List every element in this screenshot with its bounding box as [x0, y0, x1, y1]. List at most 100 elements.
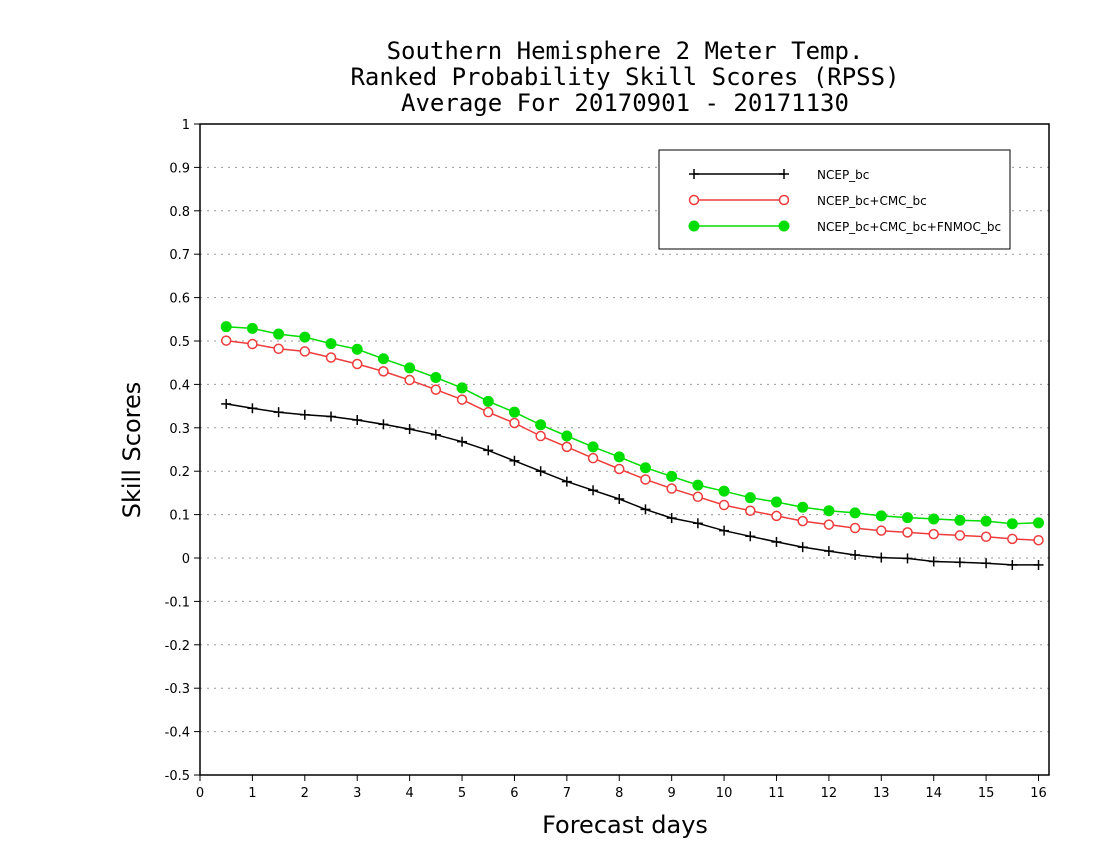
series-2: [220, 335, 1044, 546]
chart-title-line-3: Average For 20170901 - 20171130: [401, 89, 849, 117]
data-point: [640, 474, 651, 485]
data-point: [688, 194, 700, 206]
data-point: [1007, 559, 1018, 570]
data-point: [482, 406, 494, 418]
data-point: [666, 513, 677, 524]
series-line: [226, 339, 1039, 541]
x-tick-label: 9: [668, 786, 676, 801]
data-point: [1033, 559, 1044, 570]
data-point: [902, 512, 913, 524]
legend-label: NCEP_bc+CMC_bc: [817, 194, 927, 208]
y-tick-label: 0.8: [169, 205, 190, 220]
data-point: [771, 536, 782, 547]
legend-entry: NCEP_bc: [689, 168, 869, 182]
data-point: [980, 515, 992, 527]
data-point: [849, 522, 861, 534]
data-point: [273, 343, 284, 355]
x-tick-label: 7: [563, 786, 571, 801]
data-point: [823, 505, 835, 517]
y-tick-label: -0.3: [165, 682, 190, 697]
data-point: [325, 352, 337, 363]
data-point: [587, 441, 599, 453]
data-point: [351, 343, 363, 355]
legend-label: NCEP_bc+CMC_bc+FNMOC_bc: [817, 220, 1001, 234]
data-point: [718, 499, 730, 511]
x-tick-label: 13: [873, 786, 890, 801]
data-point: [1033, 517, 1045, 529]
data-point: [745, 531, 756, 542]
data-point: [482, 395, 494, 407]
data-point: [508, 406, 520, 418]
data-point: [928, 528, 939, 540]
y-tick-label: 0: [182, 552, 190, 567]
legend-entry: NCEP_bc+CMC_bc: [688, 194, 927, 208]
data-point: [325, 338, 337, 350]
data-point: [639, 462, 651, 474]
data-point: [797, 542, 808, 553]
data-point: [689, 169, 699, 179]
data-point: [849, 507, 861, 519]
data-point: [430, 371, 442, 383]
data-point: [954, 557, 965, 568]
data-point: [509, 455, 520, 466]
data-point: [778, 220, 790, 232]
chart-title-line-2: Ranked Probability Skill Scores (RPSS): [350, 63, 900, 91]
y-tick-label: 0.2: [169, 465, 190, 480]
data-point: [430, 429, 441, 440]
data-point: [614, 493, 625, 504]
series-layer: [220, 321, 1045, 570]
y-axis-label: Skill Scores: [118, 382, 146, 519]
data-point: [247, 338, 258, 350]
data-point: [221, 398, 232, 409]
data-point: [745, 505, 756, 516]
series-1: [221, 398, 1044, 570]
legend-entry: NCEP_bc+CMC_bc+FNMOC_bc: [688, 220, 1001, 234]
legend-label: NCEP_bc: [817, 168, 869, 182]
legend: NCEP_bc NCEP_bc+CMC_bc NCEP_bc+CMC_bc+FNMO…: [658, 149, 1011, 250]
data-point: [850, 549, 861, 560]
y-tick-label: 0.6: [169, 292, 190, 307]
data-point: [509, 417, 520, 429]
data-point: [666, 470, 678, 482]
data-point: [823, 546, 834, 557]
data-point: [299, 409, 310, 420]
data-point: [457, 436, 468, 447]
x-tick-label: 16: [1030, 786, 1047, 801]
y-tick-label: -0.1: [165, 595, 190, 610]
data-point: [220, 335, 232, 346]
data-point: [456, 394, 468, 405]
data-point: [771, 510, 782, 522]
data-point: [1007, 533, 1018, 545]
data-point: [666, 483, 677, 494]
data-point: [954, 514, 966, 526]
data-point: [640, 504, 651, 515]
y-tick-label: 0.7: [169, 248, 190, 263]
data-point: [247, 403, 258, 414]
x-tick-label: 2: [301, 786, 309, 801]
chart-title-line-1: Southern Hemisphere 2 Meter Temp.: [386, 37, 864, 65]
data-point: [875, 510, 887, 522]
data-point: [954, 530, 966, 541]
data-point: [378, 366, 389, 377]
data-point: [692, 491, 704, 503]
y-tick-label: -0.2: [165, 639, 190, 654]
data-point: [377, 353, 389, 365]
data-point: [876, 525, 887, 536]
data-point: [404, 362, 416, 374]
y-tick-label: 0.4: [169, 378, 190, 393]
data-point: [718, 485, 730, 497]
x-axis-label: Forecast days: [542, 811, 708, 839]
data-point: [430, 384, 442, 395]
y-tick-label: 0.3: [169, 422, 190, 437]
y-tick-label: 0.1: [169, 509, 190, 524]
x-tick-label: 0: [196, 786, 204, 801]
x-tick-label: 4: [405, 786, 413, 801]
grid-layer: [200, 166, 1049, 733]
y-tick-label: 0.5: [169, 335, 190, 350]
x-tick-label: 3: [353, 786, 361, 801]
data-point: [561, 476, 572, 487]
data-point: [688, 220, 700, 232]
data-point: [561, 441, 573, 453]
